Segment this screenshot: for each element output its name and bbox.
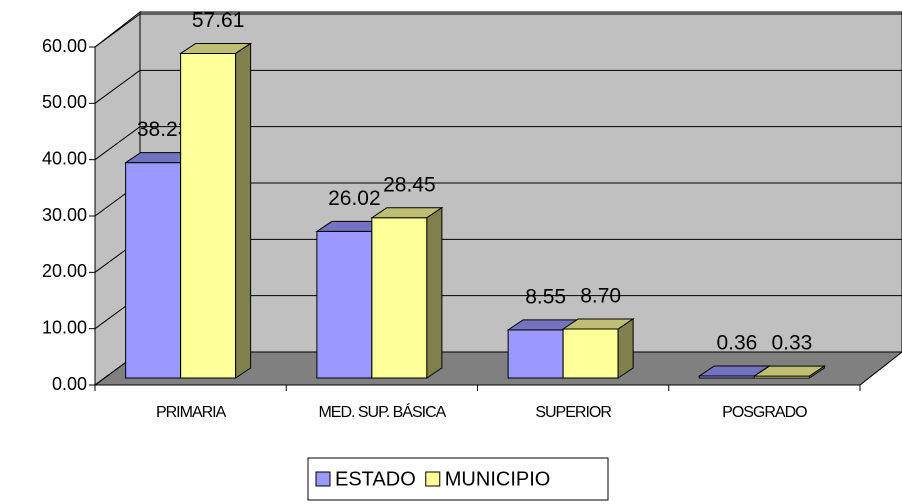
bar (370, 206, 444, 379)
y-tick-label: 30.00 (42, 205, 87, 225)
bar-side (426, 206, 443, 379)
x-tick-label: PRIMARIA (156, 404, 227, 421)
value-label: 0.36 (716, 332, 757, 355)
y-tick-label: 60.00 (42, 36, 87, 56)
bar (752, 365, 827, 379)
bar-front (507, 329, 564, 379)
value-label: 8.70 (580, 285, 621, 308)
bar-front (180, 52, 237, 379)
x-tick-label: MED. SUP. BÁSICA (318, 402, 446, 421)
grid-line (94, 126, 141, 161)
bar-front (316, 230, 373, 379)
y-tick-label: 10.00 (42, 317, 87, 337)
grid-line (94, 13, 141, 48)
legend-swatch (315, 471, 331, 487)
bar-side (808, 365, 825, 379)
bar-front (125, 162, 182, 379)
value-label: 38.23 (137, 118, 190, 141)
legend-label: MUNICIPIO (445, 468, 551, 490)
value-label: 57.61 (192, 9, 245, 32)
x-tick-label: POSGRADO (722, 404, 807, 421)
value-label: 26.02 (328, 187, 381, 210)
bar-side (235, 42, 252, 379)
y-tick-label: 0.00 (52, 374, 87, 394)
bar-front (371, 217, 428, 379)
back-wall (139, 11, 902, 353)
legend-label: ESTADO (335, 468, 416, 490)
y-tick-label: 40.00 (42, 148, 87, 168)
bar (561, 318, 635, 379)
grid-line (94, 69, 141, 104)
bar-side (617, 318, 634, 379)
y-tick-label: 20.00 (42, 261, 87, 281)
bar (178, 42, 253, 379)
value-label: 28.45 (383, 173, 436, 196)
legend-swatch (425, 471, 441, 487)
legend (307, 457, 609, 501)
x-tick-label: SUPERIOR (535, 404, 611, 421)
value-label: 8.55 (525, 285, 566, 308)
y-tick-label: 50.00 (42, 92, 87, 112)
bar-front (562, 328, 619, 379)
value-label: 0.33 (771, 332, 812, 355)
